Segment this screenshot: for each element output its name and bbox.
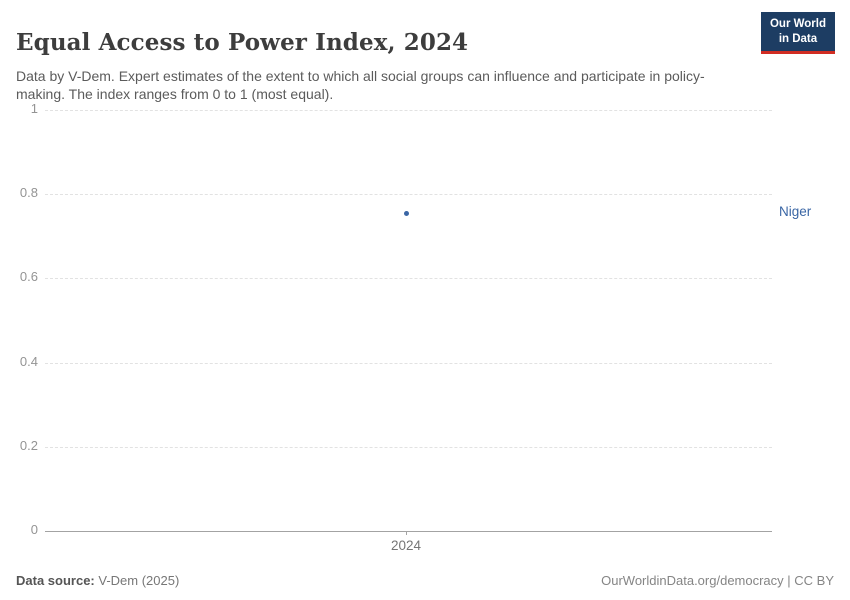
y-tick-label: 0.2 xyxy=(19,437,38,453)
owid-logo-line2: in Data xyxy=(778,32,818,45)
y-tick-label: 0 xyxy=(30,522,38,537)
data-source: Data source: V-Dem (2025) xyxy=(16,573,179,588)
owid-logo[interactable]: Our World in Data xyxy=(760,12,835,54)
data-source-value: V-Dem (2025) xyxy=(98,573,180,588)
data-point-niger[interactable] xyxy=(403,210,409,216)
x-axis-line xyxy=(45,531,772,532)
gridline xyxy=(45,362,772,364)
gridline xyxy=(45,194,772,196)
y-tick-label: 0.4 xyxy=(19,353,38,369)
gridline xyxy=(45,278,772,280)
x-tick-label: 2024 xyxy=(390,538,422,553)
y-tick-label: 0.6 xyxy=(19,269,38,285)
gridline xyxy=(45,446,772,448)
x-tick-mark xyxy=(406,531,407,535)
credit-link[interactable]: OurWorldinData.org/democracy | CC BY xyxy=(601,573,834,588)
y-tick-label: 0.8 xyxy=(19,185,38,201)
chart-title: Equal Access to Power Index, 2024 xyxy=(16,29,469,57)
entity-label-niger[interactable]: Niger xyxy=(779,204,812,220)
owid-logo-line1: Our World xyxy=(769,18,826,30)
data-source-label: Data source: xyxy=(16,573,95,588)
chart-subtitle: Data by V-Dem. Expert estimates of the e… xyxy=(16,68,705,103)
gridline xyxy=(45,110,772,111)
y-tick-label: 1 xyxy=(30,101,38,116)
